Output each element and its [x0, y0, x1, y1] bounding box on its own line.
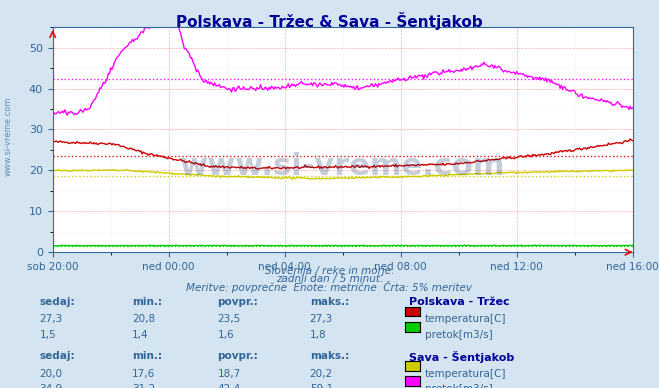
- Text: 27,3: 27,3: [310, 314, 333, 324]
- Text: 34,9: 34,9: [40, 384, 63, 388]
- Text: 18,7: 18,7: [217, 369, 241, 379]
- Text: pretok[m3/s]: pretok[m3/s]: [425, 330, 493, 340]
- Text: 1,5: 1,5: [40, 330, 56, 340]
- Text: Meritve: povprečne  Enote: metrične  Črta: 5% meritev: Meritve: povprečne Enote: metrične Črta:…: [186, 281, 473, 293]
- Text: Slovenija / reke in morje.: Slovenija / reke in morje.: [265, 266, 394, 276]
- Text: www.si-vreme.com: www.si-vreme.com: [3, 96, 13, 175]
- Text: temperatura[C]: temperatura[C]: [425, 369, 507, 379]
- Text: 1,6: 1,6: [217, 330, 234, 340]
- Text: 1,4: 1,4: [132, 330, 148, 340]
- Text: 23,5: 23,5: [217, 314, 241, 324]
- Text: maks.:: maks.:: [310, 351, 349, 361]
- Text: Polskava - Tržec: Polskava - Tržec: [409, 297, 509, 307]
- Text: 27,3: 27,3: [40, 314, 63, 324]
- Text: 17,6: 17,6: [132, 369, 155, 379]
- Text: 20,2: 20,2: [310, 369, 333, 379]
- Text: Sava - Šentjakob: Sava - Šentjakob: [409, 351, 514, 363]
- Text: sedaj:: sedaj:: [40, 351, 75, 361]
- Text: 20,8: 20,8: [132, 314, 155, 324]
- Text: povpr.:: povpr.:: [217, 351, 258, 361]
- Text: www.si-vreme.com: www.si-vreme.com: [180, 152, 505, 181]
- Text: 31,2: 31,2: [132, 384, 155, 388]
- Text: pretok[m3/s]: pretok[m3/s]: [425, 384, 493, 388]
- Text: sedaj:: sedaj:: [40, 297, 75, 307]
- Text: temperatura[C]: temperatura[C]: [425, 314, 507, 324]
- Text: maks.:: maks.:: [310, 297, 349, 307]
- Text: 1,8: 1,8: [310, 330, 326, 340]
- Text: 59,1: 59,1: [310, 384, 333, 388]
- Text: Polskava - Tržec & Sava - Šentjakob: Polskava - Tržec & Sava - Šentjakob: [176, 12, 483, 29]
- Text: 20,0: 20,0: [40, 369, 63, 379]
- Text: min.:: min.:: [132, 297, 162, 307]
- Text: min.:: min.:: [132, 351, 162, 361]
- Text: 42,4: 42,4: [217, 384, 241, 388]
- Text: zadnji dan / 5 minut.: zadnji dan / 5 minut.: [276, 274, 383, 284]
- Text: povpr.:: povpr.:: [217, 297, 258, 307]
